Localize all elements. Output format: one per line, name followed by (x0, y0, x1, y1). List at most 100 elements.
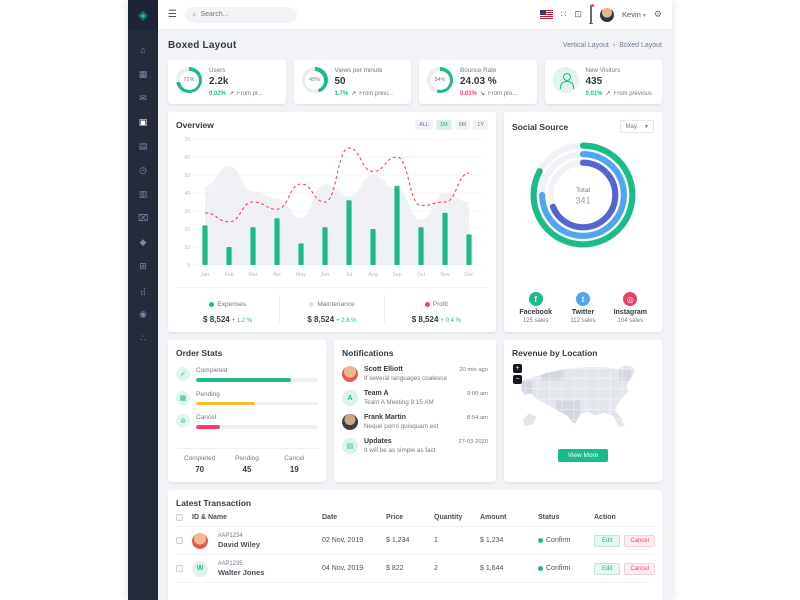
table-row: #AP1234 David Wiley 02 Nov, 2019 $ 1,234… (176, 527, 656, 555)
stat-note: From pr... (237, 90, 263, 97)
settings-gear-icon[interactable]: ⚙ (653, 9, 662, 19)
cancel-button[interactable]: Cancel (624, 534, 656, 547)
profit-dot-icon (424, 302, 430, 307)
logo-icon: ◈ (138, 8, 148, 22)
status-badge: Confirm (546, 565, 571, 572)
cancel-button[interactable]: Cancel (624, 562, 656, 575)
breadcrumb-current: Boxed Layout (619, 42, 662, 49)
overview-chart: 0 10 20 30 40 50 60 70 Jan Feb Mar Apr May Jun Jul Aug S… (184, 137, 481, 278)
calendar-icon: ▦ (176, 390, 190, 405)
range-button-all[interactable]: ALL (415, 120, 433, 130)
overview-legend: Expenses $ 8,524 + 1.2 % Maintenance $ 8,… (176, 287, 488, 324)
sidebar-item-ui-elements[interactable]: ▤ (128, 134, 158, 158)
hamburger-icon[interactable]: ☰ (168, 9, 177, 20)
edit-button[interactable]: Edit (594, 534, 621, 547)
sidebar-item-tags[interactable]: ◆ (128, 230, 158, 254)
row-checkbox[interactable] (176, 537, 183, 544)
maintenance-dot-icon (309, 302, 315, 307)
sidebar-item-layouts[interactable]: ▣ (128, 110, 158, 134)
sidebar-item-charts[interactable]: ⣴ (128, 278, 158, 302)
sidebar-menu: ⌂ ▦ ✉ ▣ ▤ ◷ ▥ ⌧ ◆ ⊞ ⣴ ◉ ∴ (128, 30, 158, 600)
order-item-pending: ▦ Pending (176, 390, 318, 405)
stat-label: Users (209, 67, 226, 74)
instagram-item[interactable]: ◎ Instagram 104 sales (607, 292, 654, 324)
order-item-cancel: ⊘ Cancel (176, 414, 318, 429)
notifications-bell-icon[interactable] (590, 3, 595, 24)
row-checkbox[interactable] (176, 565, 183, 572)
sidebar-item-home[interactable]: ⌂ (128, 38, 158, 62)
svg-text:Jun: Jun (321, 272, 329, 278)
facebook-icon: f (528, 292, 543, 306)
svg-text:Mar: Mar (249, 272, 258, 278)
stat-value: 50 (334, 76, 346, 87)
range-button-6m[interactable]: 6M (454, 120, 471, 130)
revenue-panel: Revenue by Location + − (504, 340, 662, 482)
order-stats-title: Order Stats (176, 348, 223, 358)
stat-value: 435 (585, 76, 603, 87)
apps-icon: ⌧ (137, 212, 149, 223)
language-flag-icon[interactable] (539, 10, 553, 19)
range-button-1m[interactable]: 1M (435, 120, 452, 130)
stat-card-users: 72% Users 2.2k 0.02% ↗ From pr... (168, 60, 286, 104)
stat-delta: 0.01% (460, 90, 478, 97)
range-buttons: ALL 1M 6M 1Y (415, 120, 488, 130)
facebook-item[interactable]: f Facebook 125 sales (512, 292, 559, 324)
avatar (192, 532, 208, 549)
user-avatar[interactable] (600, 7, 615, 22)
history-icon: ◷ (139, 164, 147, 175)
stat-card-bounce: 54% Bounce Rate 24.03 % 0.01% ↘ From pre… (419, 60, 537, 104)
map-zoom-in-button[interactable]: + (513, 364, 522, 373)
select-all-checkbox[interactable] (176, 514, 183, 521)
sidebar-item-maps[interactable]: ◉ (128, 302, 158, 326)
layouts-icon: ▣ (138, 116, 148, 127)
view-more-button[interactable]: View More (557, 449, 609, 462)
month-select[interactable]: May ▾ (619, 120, 654, 133)
status-dot-icon (538, 566, 543, 571)
social-donut-chart: Total 341 (530, 142, 636, 248)
order-stats-panel: Order Stats ✓ Completed ▦ Pending (168, 340, 326, 482)
sidebar: ◈ ⌂ ▦ ✉ ▣ ▤ ◷ ▥ ⌧ ◆ ⊞ ⣴ ◉ ∴ (128, 0, 158, 600)
svg-text:May: May (296, 272, 306, 278)
page-title: Boxed Layout (168, 40, 237, 51)
sidebar-item-share[interactable]: ∴ (128, 326, 158, 350)
sidebar-item-email[interactable]: ✉ (128, 86, 158, 110)
social-title: Social Source (512, 121, 569, 132)
twitter-item[interactable]: t Twitter 112 sales (559, 292, 606, 324)
table-row: W #AP1235 Walter Jones 04 Nov, 2019 $ 82… (176, 555, 656, 583)
notification-item[interactable]: Frank Martin 8:54 am Neque porro quisqua… (342, 414, 488, 430)
user-menu[interactable]: Kevin ▾ (622, 10, 646, 19)
stat-label: Bounce Rate (460, 67, 497, 74)
svg-text:Total: Total (576, 187, 591, 194)
updates-icon: ▤ (342, 438, 358, 454)
edit-button[interactable]: Edit (594, 562, 621, 575)
stat-note: From pre... (488, 90, 518, 97)
app-logo[interactable]: ◈ (128, 0, 158, 30)
notification-item[interactable]: Scott Elliott 20 min ago If several lang… (342, 366, 488, 382)
sidebar-item-history[interactable]: ◷ (128, 158, 158, 182)
breadcrumb-parent[interactable]: Vertical Layout (562, 42, 609, 49)
sidebar-item-calendar[interactable]: ▦ (128, 62, 158, 86)
trend-arrow-icon: ↘ (480, 91, 486, 97)
avatar (342, 366, 358, 382)
map-zoom-out-button[interactable]: − (513, 375, 522, 384)
home-icon: ⌂ (140, 44, 146, 55)
search-input[interactable] (200, 11, 290, 18)
fullscreen-icon[interactable]: ⊡ (574, 9, 583, 19)
svg-text:60: 60 (184, 155, 190, 161)
apps-grid-icon[interactable]: ∷ (560, 9, 567, 19)
topbar: ☰ ⌕ ∷ ⊡ Kevin ▾ ⚙ (158, 0, 672, 30)
sidebar-item-apps[interactable]: ⌧ (128, 206, 158, 230)
usa-map[interactable] (512, 358, 654, 446)
sidebar-item-tables[interactable]: ⊞ (128, 254, 158, 278)
twitter-icon: t (575, 292, 590, 306)
svg-text:50: 50 (184, 173, 190, 179)
notification-item[interactable]: ▤ Updates 27-03-2020 It will be as simpl… (342, 438, 488, 454)
overview-panel: Overview ALL 1M 6M 1Y 0 10 20 30 40 50 60 70 Jan Feb… (168, 112, 496, 332)
notification-item[interactable]: A Team A 9:00 am Team A Meeting 9:15 AM (342, 390, 488, 406)
range-button-1y[interactable]: 1Y (473, 120, 488, 130)
svg-text:Nov: Nov (440, 272, 450, 278)
stat-delta: 0.01% (585, 90, 603, 97)
svg-text:Jan: Jan (201, 272, 209, 278)
sidebar-item-pages[interactable]: ▥ (128, 182, 158, 206)
tables-icon: ⊞ (139, 260, 147, 271)
